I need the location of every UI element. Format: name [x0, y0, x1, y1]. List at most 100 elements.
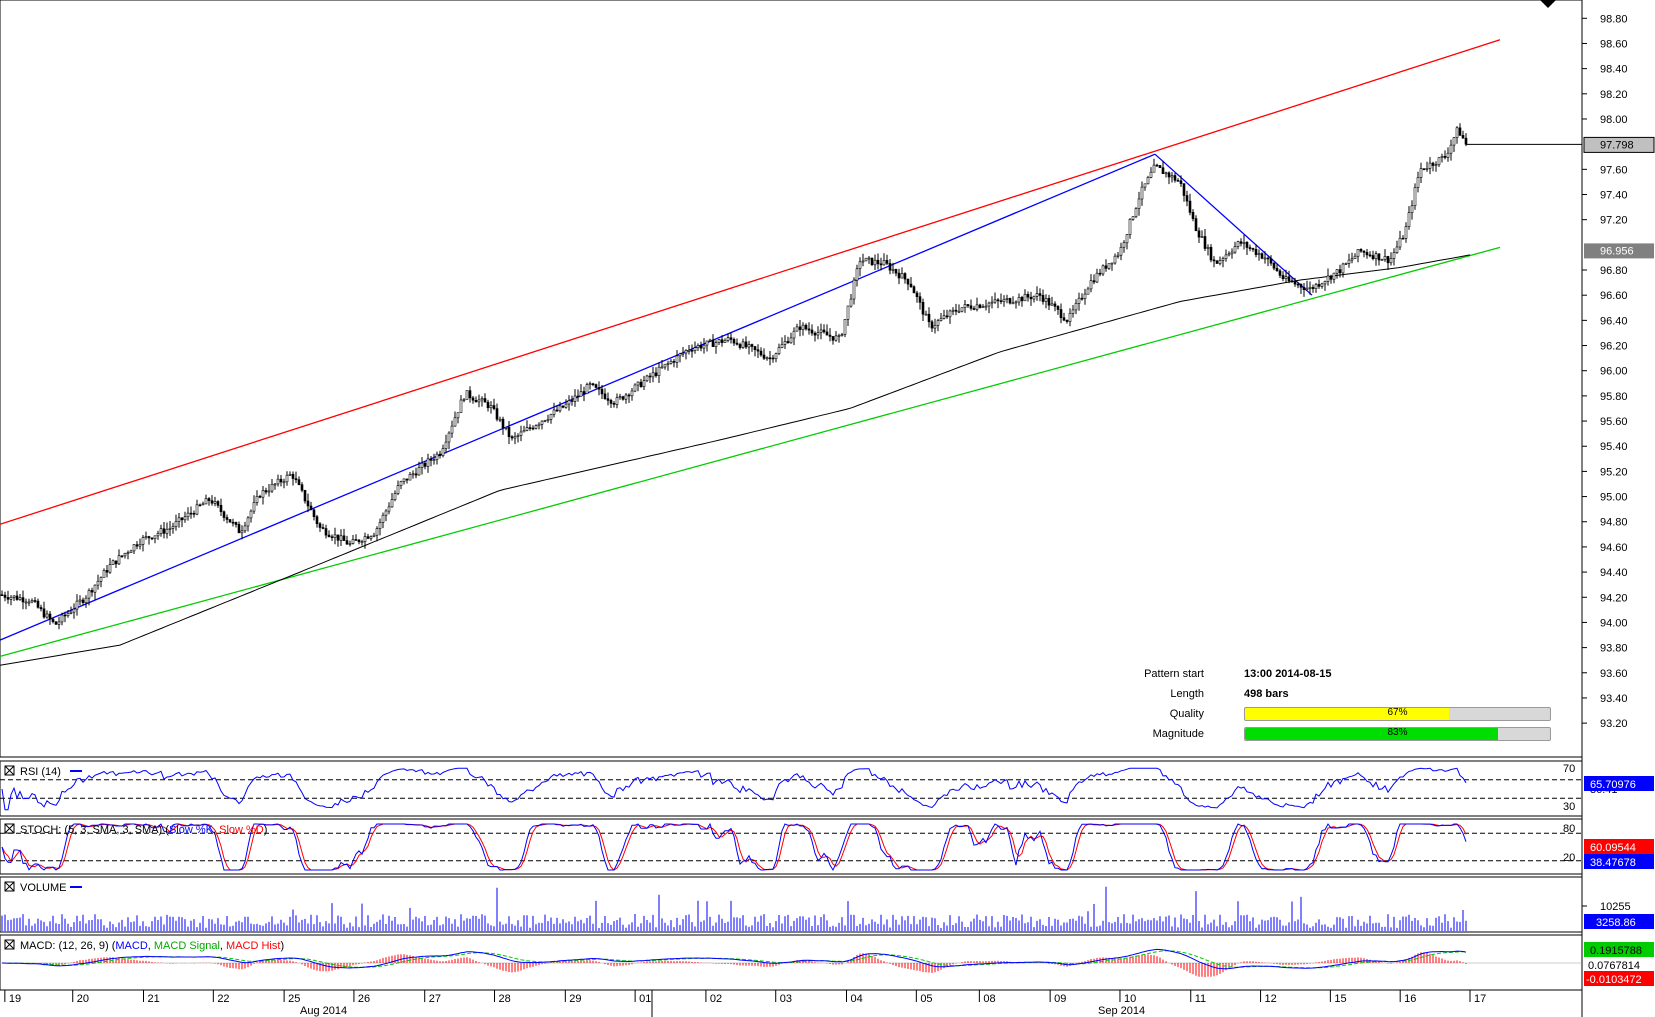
- candle-body: [1194, 218, 1198, 232]
- candle-body: [1230, 251, 1234, 255]
- candle-body: [1140, 186, 1144, 200]
- candle-body: [1188, 200, 1192, 213]
- candle-body: [1332, 272, 1336, 280]
- candle-body: [921, 301, 925, 315]
- candle-body: [612, 402, 616, 405]
- volume-title-text: VOLUME: [20, 882, 66, 894]
- candle-body: [528, 427, 532, 429]
- x-tick-label: 16: [1404, 993, 1416, 1005]
- candle-body: [459, 399, 463, 413]
- candle-body: [246, 517, 250, 527]
- candle-body: [1326, 275, 1330, 282]
- candle-body: [762, 354, 766, 359]
- candle-body: [828, 334, 832, 337]
- candle-body: [1089, 280, 1093, 290]
- candle-body: [42, 608, 46, 618]
- candle-body: [1377, 253, 1381, 261]
- candle-body: [321, 527, 325, 529]
- candle-body: [1251, 248, 1255, 250]
- quality-pct: 67%: [1387, 707, 1408, 718]
- candle-body: [177, 517, 181, 522]
- scroll-marker-icon[interactable]: [1540, 0, 1556, 8]
- candle-body: [288, 473, 292, 476]
- candle-body: [1245, 242, 1249, 248]
- x-tick-label: 27: [429, 993, 441, 1005]
- candle-body: [24, 601, 28, 604]
- candle-body: [1212, 259, 1216, 262]
- candle-body: [51, 618, 55, 622]
- candle-body: [225, 517, 229, 520]
- candle-body: [138, 543, 142, 547]
- candle-body: [1392, 252, 1396, 259]
- macd-title-main: MACD: (12, 26, 9): [20, 940, 109, 952]
- candle-body: [294, 478, 298, 481]
- candle-body: [1395, 246, 1399, 253]
- candle-body: [1134, 208, 1138, 217]
- candle-body: [1029, 296, 1033, 300]
- candle-body: [981, 306, 985, 308]
- y-tick-label: 98.40: [1600, 64, 1628, 76]
- rsi-close-icon: [4, 765, 15, 776]
- candle-body: [204, 498, 208, 505]
- candle-body: [909, 283, 913, 288]
- y-tick-label: 97.60: [1600, 164, 1628, 176]
- x-tick-label: 22: [217, 993, 229, 1005]
- y-tick-label: 94.80: [1600, 517, 1628, 529]
- candle-body: [219, 504, 223, 512]
- candle-body: [0, 594, 4, 597]
- volume-close-icon: [4, 881, 15, 892]
- candle-body: [579, 391, 583, 397]
- month-label: Aug 2014: [300, 1005, 347, 1017]
- candle-body: [339, 535, 343, 541]
- candle-body: [1341, 263, 1345, 274]
- candle-body: [228, 519, 232, 523]
- candle-body: [369, 536, 373, 539]
- candle-body: [48, 613, 52, 620]
- candle-body: [63, 614, 67, 617]
- macd-hist-value: -0.0103472: [1586, 974, 1642, 986]
- candle-body: [846, 305, 850, 320]
- candle-body: [417, 467, 421, 476]
- x-tick-label: 21: [148, 993, 160, 1005]
- candle-body: [1443, 156, 1447, 158]
- candle-body: [867, 257, 871, 260]
- pattern-magnitude-label: Magnitude: [1152, 728, 1204, 740]
- candle-body: [1278, 270, 1282, 276]
- candle-body: [930, 321, 934, 329]
- candle-body: [291, 473, 295, 479]
- candle-body: [882, 260, 886, 266]
- candle-body: [429, 458, 433, 461]
- candle-body: [390, 499, 394, 508]
- volume-title: VOLUME: [4, 881, 66, 894]
- candle-body: [1272, 262, 1276, 269]
- moving-average-line: [0, 254, 1471, 666]
- candle-body: [618, 396, 622, 399]
- pattern-length-value: 498 bars: [1244, 688, 1289, 700]
- candle-body: [903, 273, 907, 280]
- candle-body: [393, 493, 397, 500]
- candle-body: [468, 390, 472, 399]
- candle-body: [60, 614, 64, 623]
- x-tick-label: 01: [639, 993, 651, 1005]
- candle-body: [1122, 242, 1126, 248]
- candle-body: [798, 326, 802, 330]
- candle-body: [1440, 156, 1444, 158]
- candle-body: [645, 375, 649, 381]
- candle-body: [183, 516, 187, 521]
- candle-body: [1209, 247, 1213, 261]
- rsi-title: RSI (14): [4, 765, 61, 778]
- macd-value-box: 0.1915788: [1584, 942, 1654, 957]
- candle-body: [675, 355, 679, 363]
- candle-body: [1119, 247, 1123, 256]
- candle-body: [915, 292, 919, 298]
- x-tick-label: 12: [1265, 993, 1277, 1005]
- candle-body: [441, 448, 445, 456]
- candle-body: [507, 426, 511, 437]
- y-tick-label: 94.40: [1600, 567, 1628, 579]
- candle-body: [525, 427, 529, 431]
- candle-body: [168, 527, 172, 530]
- candle-body: [303, 489, 307, 502]
- stoch-d-name: Slow %D: [219, 824, 264, 836]
- candle-body: [1074, 303, 1078, 311]
